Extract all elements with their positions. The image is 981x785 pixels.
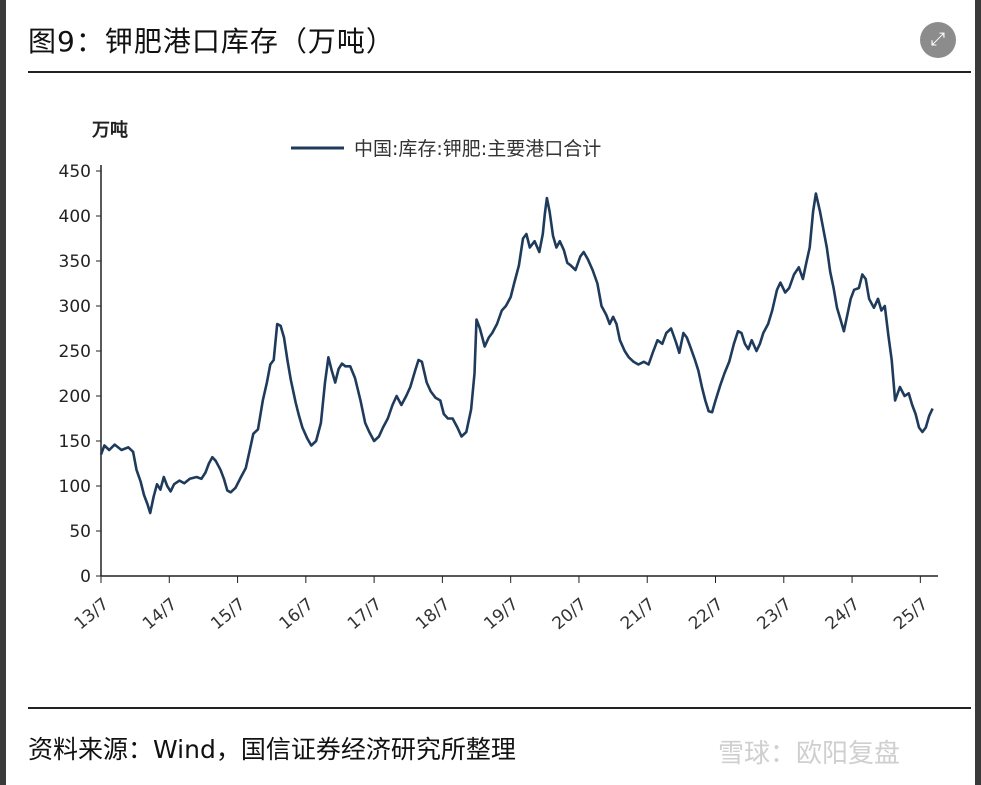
title-divider [28, 71, 971, 73]
y-tick-label: 250 [59, 342, 91, 362]
x-tick-label: 23/7 [754, 594, 796, 634]
chart-area: 0 50 100 150 200 250 300 350 400 450 万吨 13/7 14/7 15/… [59, 119, 938, 634]
y-tick-label: 50 [69, 522, 91, 542]
x-tick-label: 19/7 [480, 594, 522, 634]
expand-icon[interactable]: ⤢ [920, 22, 956, 58]
x-tick-label: 17/7 [344, 594, 386, 634]
footer-divider [28, 707, 971, 709]
y-tick-label: 450 [59, 162, 91, 182]
y-tick-label: 0 [80, 567, 91, 587]
legend-label: 中国:库存:钾肥:主要港口合计 [354, 138, 601, 160]
y-tick-label: 200 [59, 387, 91, 407]
report-card: 图9：钾肥港口库存（万吨） ⤢ 0 50 100 150 200 250 300 350 400… [6, 0, 975, 785]
chart-legend: 中国:库存:钾肥:主要港口合计 [291, 138, 601, 160]
x-tick-label: 13/7 [71, 594, 113, 634]
y-tick-label: 350 [59, 252, 91, 272]
y-tick-label: 300 [59, 297, 91, 317]
source-note: 资料来源：Wind，国信证券经济研究所整理 [28, 735, 516, 764]
y-tick-label: 100 [59, 477, 91, 497]
chart-title: 图9：钾肥港口库存（万吨） [28, 25, 395, 58]
watermark: 雪球：欧阳复盘 [718, 739, 901, 769]
y-tick-label: 150 [59, 432, 91, 452]
x-tick-label: 20/7 [549, 594, 591, 634]
x-tick-label: 21/7 [617, 594, 659, 634]
x-tick-label: 24/7 [822, 594, 864, 634]
x-tick-label: 15/7 [207, 594, 249, 634]
y-tick-label: 400 [59, 207, 91, 227]
chart-axes: 0 50 100 150 200 250 300 350 400 450 万吨 13/7 14/7 15/… [59, 119, 938, 634]
x-tick-label: 14/7 [139, 594, 181, 634]
y-axis-label: 万吨 [91, 119, 128, 141]
x-tick-label: 18/7 [412, 594, 454, 634]
chart-series [99, 192, 934, 515]
x-tick-label: 16/7 [276, 594, 318, 634]
series-line [99, 192, 934, 515]
x-tick-label: 22/7 [685, 594, 727, 634]
x-tick-label: 25/7 [890, 594, 932, 634]
